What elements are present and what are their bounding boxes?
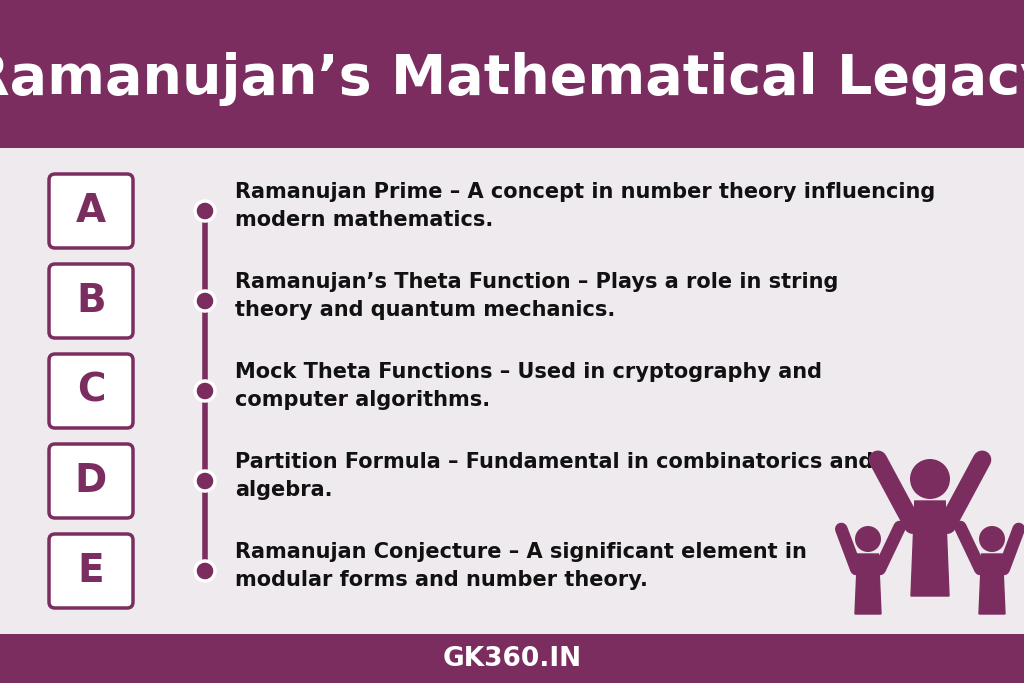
Bar: [0, 0, 1024, 148]
Circle shape: [855, 526, 881, 552]
Circle shape: [195, 381, 215, 401]
Text: Ramanujan’s Theta Function – Plays a role in string
theory and quantum mechanics: Ramanujan’s Theta Function – Plays a rol…: [234, 273, 839, 320]
Circle shape: [195, 291, 215, 311]
FancyBboxPatch shape: [49, 174, 133, 248]
Text: Partition Formula – Fundamental in combinatorics and
algebra.: Partition Formula – Fundamental in combi…: [234, 452, 873, 499]
FancyBboxPatch shape: [49, 264, 133, 338]
Text: "Ramanujan’s Mathematical Legacy": "Ramanujan’s Mathematical Legacy": [0, 52, 1024, 106]
Circle shape: [979, 526, 1005, 552]
Circle shape: [910, 459, 950, 499]
Circle shape: [195, 471, 215, 491]
Text: E: E: [78, 552, 104, 590]
Polygon shape: [911, 501, 949, 596]
Text: C: C: [77, 372, 105, 410]
Text: GK360.IN: GK360.IN: [442, 645, 582, 671]
Bar: [0, 634, 1024, 683]
Circle shape: [195, 201, 215, 221]
FancyBboxPatch shape: [49, 444, 133, 518]
Text: B: B: [76, 282, 105, 320]
Bar: [0, 148, 1024, 634]
FancyBboxPatch shape: [49, 354, 133, 428]
Circle shape: [195, 561, 215, 581]
Text: A: A: [76, 192, 106, 230]
FancyBboxPatch shape: [49, 534, 133, 608]
Text: D: D: [75, 462, 108, 500]
Text: Mock Theta Functions – Used in cryptography and
computer algorithms.: Mock Theta Functions – Used in cryptogra…: [234, 363, 822, 410]
Polygon shape: [979, 554, 1005, 614]
Text: Ramanujan Prime – A concept in number theory influencing
modern mathematics.: Ramanujan Prime – A concept in number th…: [234, 182, 935, 229]
Text: Ramanujan Conjecture – A significant element in
modular forms and number theory.: Ramanujan Conjecture – A significant ele…: [234, 542, 807, 589]
Polygon shape: [855, 554, 881, 614]
